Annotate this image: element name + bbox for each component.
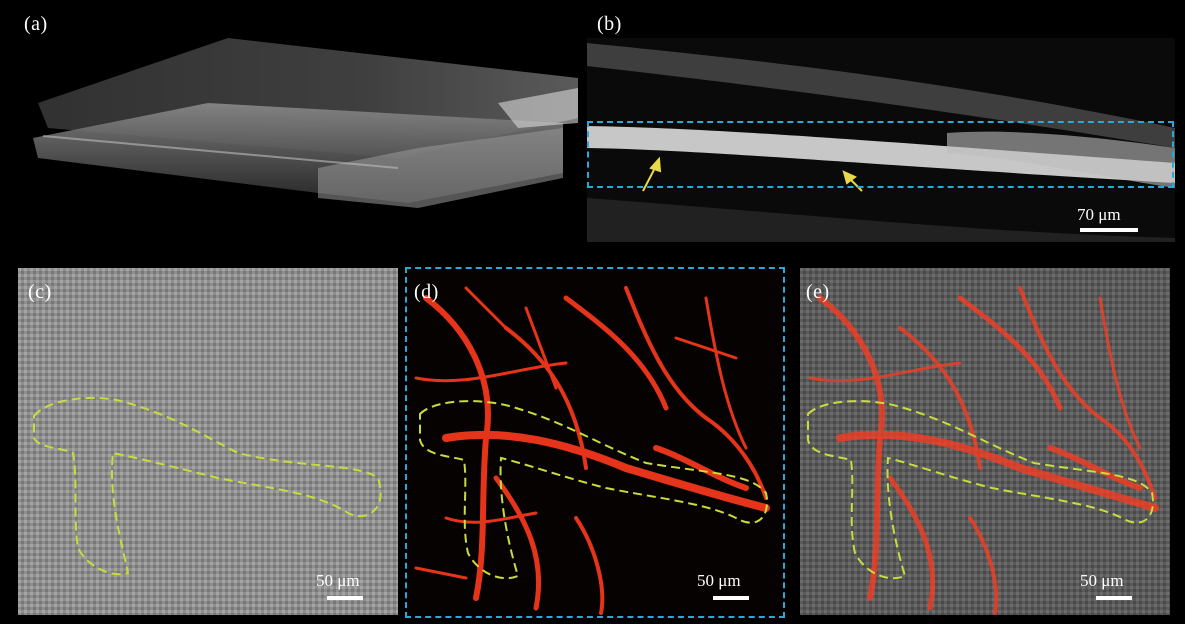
panel-b-label: (b): [597, 13, 622, 35]
vessel-outline: [33, 396, 382, 576]
panel-d-label: (d): [414, 281, 439, 303]
panel-d-scale-bar: [713, 596, 749, 600]
panel-e-label: (e): [806, 281, 830, 303]
panel-b-bscan: [587, 38, 1175, 242]
panel-c-scale-bar: [327, 596, 363, 600]
3d-volume-image: [33, 38, 578, 208]
vessel-network: [414, 286, 770, 615]
overlay-image: [800, 268, 1170, 615]
panel-c-grayscale: [18, 268, 398, 615]
panel-e-scale-text: 50 μm: [1080, 571, 1124, 590]
panel-d-scale-text: 50 μm: [697, 571, 741, 590]
grayscale-image: [18, 268, 398, 615]
panel-c-scale-text: 50 μm: [316, 571, 360, 590]
panel-a-3d-volume: [18, 8, 584, 248]
vasculature-image: [406, 268, 784, 617]
panel-b-scale-bar: [1080, 228, 1138, 232]
panel-a-label: (a): [24, 13, 48, 35]
panel-e-overlay: [800, 268, 1170, 615]
panel-b-scale-text: 70 μm: [1077, 205, 1121, 224]
panel-d-vasculature: [406, 268, 784, 617]
bscan-image: [587, 38, 1175, 242]
panel-e-scale-bar: [1096, 596, 1132, 600]
panel-c-label: (c): [28, 281, 52, 303]
vessel-network: [808, 286, 1159, 615]
arrow-icon: [842, 170, 863, 192]
